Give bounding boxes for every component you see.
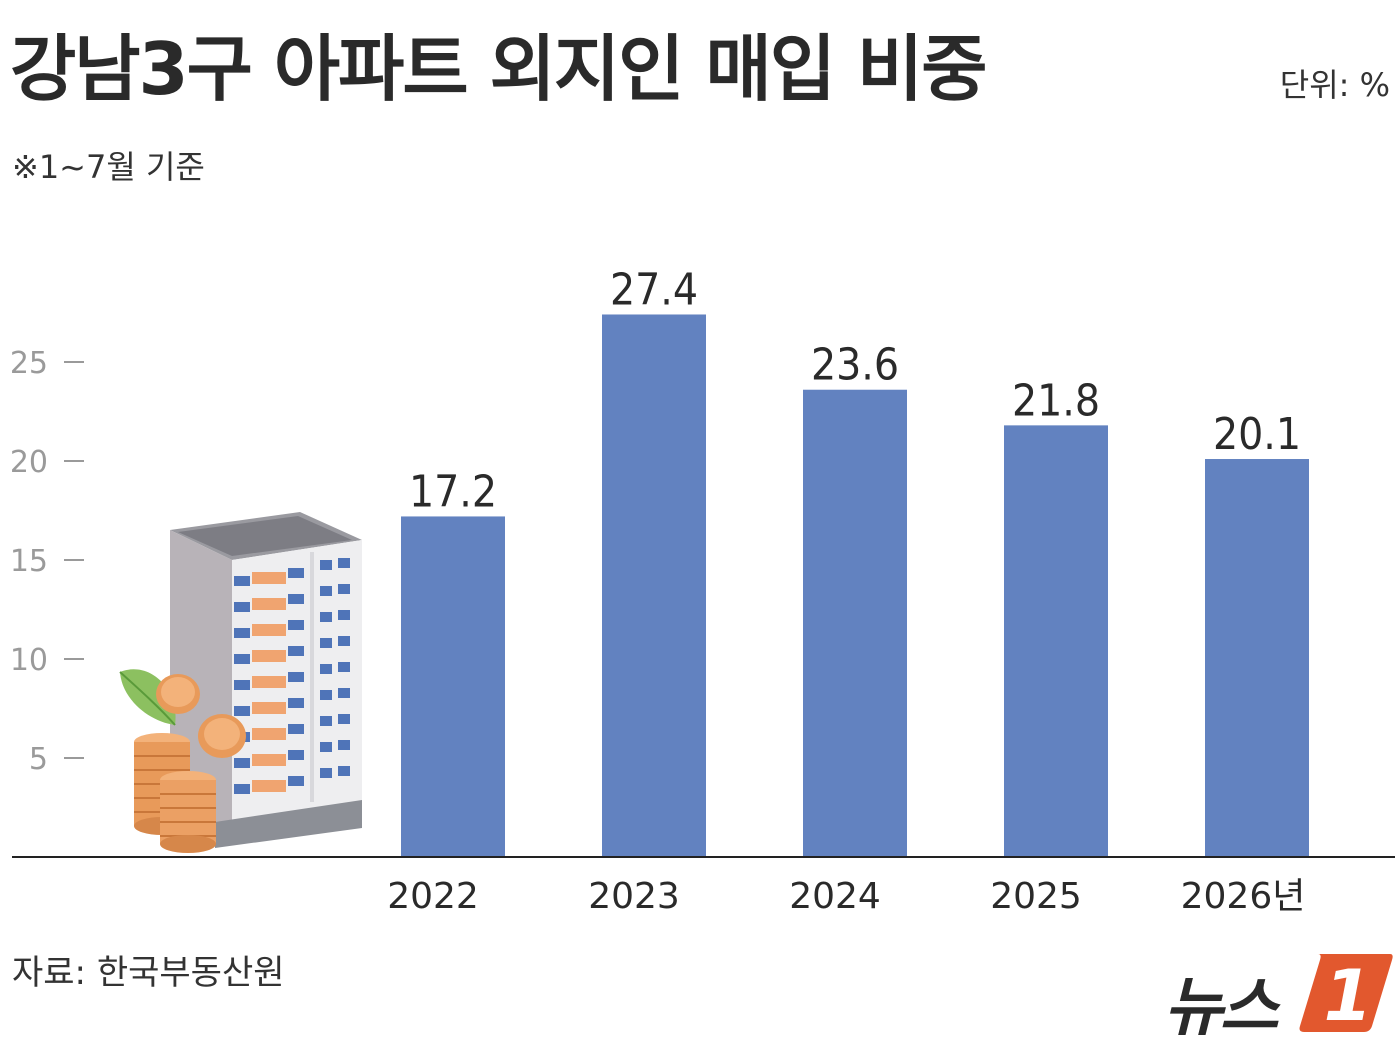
bar-2024 bbox=[803, 389, 907, 857]
x-tick-label: 2025 bbox=[990, 876, 1082, 917]
bar-value-label: 23.6 bbox=[811, 340, 899, 391]
bar-value-label: 20.1 bbox=[1213, 409, 1301, 460]
y-tick-label: 10 bbox=[10, 643, 48, 678]
y-tick-label: 25 bbox=[10, 346, 48, 381]
x-tick-label: 2022 bbox=[387, 876, 479, 917]
bar-value-label: 21.8 bbox=[1012, 375, 1100, 426]
logo-mark-icon: 1 bbox=[1299, 954, 1393, 1034]
apartment-building-with-coins-icon bbox=[119, 512, 362, 853]
bar-2025 bbox=[1004, 425, 1108, 857]
bar-value-label: 17.2 bbox=[409, 466, 497, 517]
bar-value-label: 27.4 bbox=[610, 264, 698, 315]
bars bbox=[401, 314, 1309, 858]
x-axis-labels: 2022 2023 2024 2025 2026년 bbox=[387, 876, 1305, 917]
y-tick-label: 5 bbox=[29, 742, 48, 777]
y-axis: 5 10 15 20 25 bbox=[10, 346, 84, 777]
logo-text: 뉴스 bbox=[1164, 971, 1279, 1045]
y-tick-label: 15 bbox=[10, 544, 48, 579]
bar-2026년 bbox=[1205, 459, 1309, 857]
page-title: 강남3구 아파트 외지인 매입 비중 bbox=[10, 27, 987, 111]
subtitle-note: ※1~7월 기준 bbox=[12, 148, 205, 186]
bar-value-labels: 17.2 27.4 23.6 21.8 20.1 bbox=[409, 264, 1301, 517]
x-tick-label: 2023 bbox=[588, 876, 680, 917]
news1-logo: 뉴스 1 bbox=[1164, 948, 1394, 1045]
logo-mark-digit: 1 bbox=[1324, 955, 1373, 1034]
x-tick-label: 2026년 bbox=[1181, 876, 1306, 917]
bar-2023 bbox=[602, 314, 706, 858]
source-note: 자료: 한국부동산원 bbox=[12, 953, 285, 993]
unit-label: 단위: % bbox=[1279, 66, 1390, 104]
y-tick-label: 20 bbox=[10, 445, 48, 480]
bar-2022 bbox=[401, 516, 505, 857]
x-tick-label: 2024 bbox=[789, 876, 881, 917]
